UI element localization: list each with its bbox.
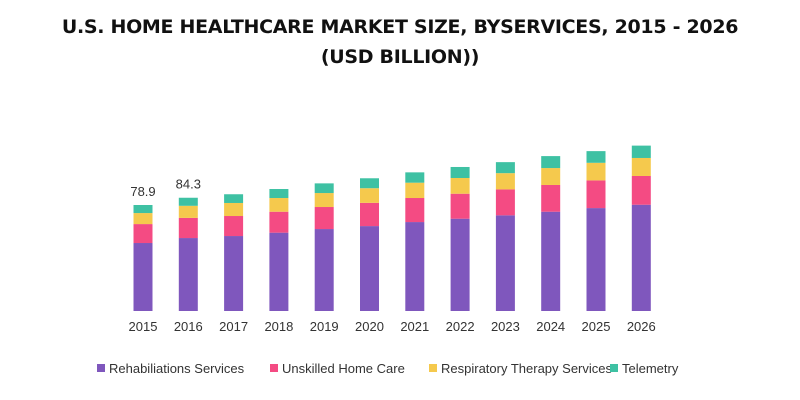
bar-segment-2016-0 bbox=[178, 238, 198, 311]
bar-segment-2025-0 bbox=[586, 208, 606, 311]
bar-segment-2022-3 bbox=[450, 166, 470, 178]
legend-label: Respiratory Therapy Services bbox=[441, 361, 612, 376]
x-tick-label: 2020 bbox=[355, 319, 384, 334]
bar-segment-2019-1 bbox=[314, 207, 334, 230]
bar-segment-2019-2 bbox=[314, 193, 334, 208]
chart-title-line1: U.S. HOME HEALTHCARE MARKET SIZE, BYSERV… bbox=[61, 16, 739, 38]
bar-segment-2020-0 bbox=[360, 226, 379, 311]
x-tick-label: 2019 bbox=[310, 319, 339, 334]
x-tick-label: 2023 bbox=[491, 319, 520, 334]
bar-segment-2017-1 bbox=[224, 216, 244, 237]
legend-swatch bbox=[610, 364, 618, 372]
data-label: 78.9 bbox=[130, 184, 155, 199]
bar-segment-2026-0 bbox=[631, 204, 651, 311]
legend-swatch bbox=[429, 364, 437, 372]
bar-segment-2025-1 bbox=[586, 180, 606, 209]
bar-segment-2026-1 bbox=[631, 175, 651, 205]
bar-segment-2025-2 bbox=[586, 162, 606, 181]
x-tick-label: 2015 bbox=[129, 319, 158, 334]
bar-segment-2023-1 bbox=[495, 189, 515, 216]
bar-segment-2024-2 bbox=[541, 168, 561, 185]
bar-segment-2020-3 bbox=[360, 178, 379, 189]
bar-segment-2019-0 bbox=[314, 229, 334, 311]
bar-segment-2024-1 bbox=[541, 184, 561, 212]
bar-segment-2025-3 bbox=[586, 151, 606, 163]
bar-segment-2016-3 bbox=[178, 197, 198, 206]
x-tick-label: 2025 bbox=[582, 319, 611, 334]
bar-segment-2017-2 bbox=[224, 202, 244, 217]
bar-segment-2015-3 bbox=[133, 205, 153, 214]
x-tick-label: 2021 bbox=[400, 319, 429, 334]
x-tick-label: 2018 bbox=[264, 319, 293, 334]
x-tick-label: 2016 bbox=[174, 319, 203, 334]
bar-segment-2021-3 bbox=[405, 172, 425, 183]
bar-segment-2021-1 bbox=[405, 198, 425, 223]
bar-segment-2026-2 bbox=[631, 157, 651, 176]
data-label: 84.3 bbox=[176, 177, 201, 192]
bar-segment-2016-1 bbox=[178, 217, 198, 239]
bar-segment-2018-2 bbox=[269, 198, 289, 212]
bar-segment-2018-3 bbox=[269, 189, 289, 199]
bar-segment-2017-0 bbox=[224, 236, 244, 311]
x-tick-label: 2017 bbox=[219, 319, 248, 334]
bar-segment-2022-1 bbox=[450, 193, 470, 219]
bar-segment-2015-2 bbox=[133, 213, 153, 225]
bar-segment-2022-2 bbox=[450, 177, 470, 194]
legend-swatch bbox=[270, 364, 278, 372]
bar-segment-2020-2 bbox=[360, 188, 379, 203]
bar-segment-2023-2 bbox=[495, 173, 515, 190]
bar-segment-2026-3 bbox=[631, 145, 651, 158]
bar-segment-2024-3 bbox=[541, 156, 561, 169]
legend-label: Unskilled Home Care bbox=[282, 361, 405, 376]
bar-segment-2015-0 bbox=[133, 243, 153, 311]
bar-segment-2022-0 bbox=[450, 218, 470, 311]
bar-segment-2019-3 bbox=[314, 183, 334, 194]
bar-segment-2017-3 bbox=[224, 194, 244, 203]
bar-segment-2021-2 bbox=[405, 182, 425, 199]
bar-segment-2023-0 bbox=[495, 215, 515, 311]
bar-segment-2018-1 bbox=[269, 211, 289, 233]
bar-segment-2023-3 bbox=[495, 162, 515, 174]
legend-swatch bbox=[97, 364, 105, 372]
bar-segment-2018-0 bbox=[269, 232, 289, 311]
chart-title: U.S. HOME HEALTHCARE MARKET SIZE, BYSERV… bbox=[0, 12, 800, 72]
chart-title-line2: (USD BILLION)) bbox=[320, 46, 480, 68]
x-tick-label: 2026 bbox=[627, 319, 656, 334]
x-tick-label: 2022 bbox=[446, 319, 475, 334]
bar-segment-2016-2 bbox=[178, 205, 198, 218]
bar-segment-2020-1 bbox=[360, 202, 379, 227]
x-tick-label: 2024 bbox=[536, 319, 565, 334]
bar-segment-2015-1 bbox=[133, 224, 153, 244]
bar-segment-2024-0 bbox=[541, 211, 561, 311]
legend-label: Telemetry bbox=[622, 361, 679, 376]
legend-label: Rehabiliations Services bbox=[109, 361, 245, 376]
bar-segment-2021-0 bbox=[405, 222, 425, 311]
